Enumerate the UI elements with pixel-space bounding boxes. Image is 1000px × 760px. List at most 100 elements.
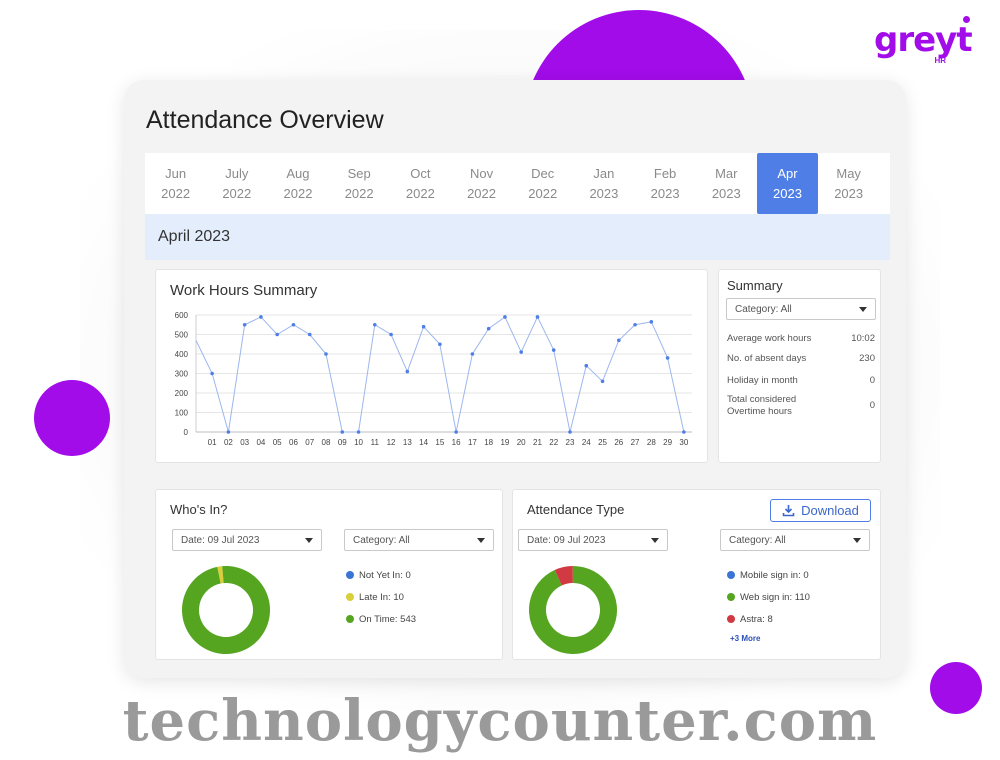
x-tick-label: 19 — [500, 438, 509, 447]
logo-text: greyt — [874, 20, 973, 60]
whos-in-category-dropdown[interactable]: Category: All — [344, 529, 494, 551]
month-tab-month: Mar — [715, 165, 738, 181]
data-point — [421, 324, 426, 329]
attendance-category-dropdown[interactable]: Category: All — [720, 529, 870, 551]
legend-dot — [346, 571, 354, 579]
legend-label: Web sign in: 110 — [740, 591, 810, 603]
y-tick-label: 200 — [175, 389, 189, 398]
data-point — [551, 348, 556, 352]
month-tab-year: 2022 — [222, 185, 252, 201]
chevron-down-icon — [477, 537, 485, 543]
month-tab-year: 2022 — [161, 185, 191, 201]
x-tick-label: 15 — [435, 438, 444, 447]
x-tick-label: 04 — [256, 438, 265, 447]
whos-in-date-value: Date: 09 Jul 2023 — [181, 534, 260, 546]
data-point — [600, 379, 605, 384]
data-point — [259, 315, 263, 319]
data-point — [340, 430, 345, 434]
month-tab-nov-2022[interactable]: Nov 2022 — [451, 153, 512, 214]
download-icon — [782, 505, 795, 517]
attendance-card: Attendance Overview Jun 2022 July 2022 Aug 20… — [124, 80, 906, 678]
legend-item: On Time: 543 — [346, 608, 416, 630]
month-tab-year: 2022 — [528, 185, 558, 201]
work-hours-chart: 0 100 200 300 400 500 600 01 02 03 04 05 06 07 08 09 10 1… — [175, 311, 692, 447]
x-tick-label: 22 — [549, 438, 558, 447]
data-point — [617, 338, 621, 343]
chevron-down-icon — [859, 306, 867, 312]
month-tab-aug-2022[interactable]: Aug 2022 — [267, 153, 328, 214]
data-point — [584, 363, 589, 368]
selected-month-label: April 2023 — [158, 228, 231, 245]
x-tick-label: 17 — [468, 438, 477, 447]
x-tick-label: 21 — [533, 438, 542, 447]
month-tab-may-2023[interactable]: May 2023 — [818, 153, 879, 214]
month-tab-apr-2023[interactable]: Apr 2023 — [756, 153, 819, 214]
month-tab-year: 2023 — [589, 185, 619, 201]
x-tick-label: 27 — [631, 438, 640, 447]
legend-label: Astra: 8 — [740, 613, 773, 625]
month-tab-year: 2022 — [405, 185, 435, 201]
whos-in-panel: Who's In? Date: 09 Jul 2023 Category: Al… — [155, 489, 503, 660]
summary-row: Total considered Overtime hours 0 — [727, 394, 875, 418]
x-tick-label: 11 — [371, 438, 380, 447]
legend-label: Not Yet In: 0 — [359, 569, 411, 581]
month-tab-month: Jan — [593, 165, 615, 181]
x-tick-label: 09 — [338, 438, 347, 447]
summary-category-value: Category: All — [735, 303, 792, 315]
legend-dot — [346, 615, 354, 623]
month-tab-month: Sep — [347, 165, 371, 181]
data-point — [307, 332, 312, 337]
month-tab-feb-2023[interactable]: Feb 2023 — [635, 153, 696, 214]
data-point — [324, 352, 328, 356]
data-point — [454, 430, 458, 434]
page-title: Attendance Overview — [146, 106, 384, 134]
data-point — [649, 320, 654, 324]
chevron-down-icon — [651, 537, 659, 543]
whos-in-category-value: Category: All — [353, 534, 410, 546]
legend-label: On Time: 543 — [359, 613, 417, 625]
legend-dot — [346, 593, 354, 601]
x-tick-label: 13 — [403, 438, 412, 447]
x-tick-label: 16 — [452, 438, 461, 447]
legend-label: Mobile sign in: 0 — [740, 569, 809, 581]
legend-dot — [727, 615, 735, 623]
data-point — [291, 322, 296, 327]
month-tab-month: Aug — [286, 165, 310, 181]
month-tab-month: July — [225, 165, 249, 181]
x-tick-label: 30 — [679, 438, 688, 447]
x-tick-label: 05 — [273, 438, 282, 447]
data-point — [373, 322, 377, 327]
summary-row-label: Holiday in month — [727, 375, 798, 386]
month-tab-jun-2022[interactable]: Jun 2022 — [145, 153, 206, 214]
summary-row-label: Average work hours — [727, 333, 812, 344]
data-point — [665, 356, 670, 360]
y-tick-label: 0 — [184, 428, 189, 437]
logo-sub: HR — [934, 56, 946, 65]
month-tab-jan-2023[interactable]: Jan 2023 — [573, 153, 634, 214]
month-tab-july-2022[interactable]: July 2022 — [206, 153, 267, 214]
donut-slice — [529, 566, 617, 654]
more-link[interactable]: +3 More — [730, 634, 761, 643]
legend-item: Mobile sign in: 0 — [727, 564, 810, 586]
whos-in-date-dropdown[interactable]: Date: 09 Jul 2023 — [172, 529, 322, 551]
summary-row-value: 0 — [869, 375, 875, 386]
attendance-date-dropdown[interactable]: Date: 09 Jul 2023 — [518, 529, 668, 551]
month-tab-dec-2022[interactable]: Dec 2022 — [512, 153, 573, 214]
x-tick-label: 20 — [517, 438, 526, 447]
x-tick-label: 24 — [582, 438, 591, 447]
x-tick-label: 18 — [484, 438, 493, 447]
month-tab-mar-2023[interactable]: Mar 2023 — [696, 153, 757, 214]
month-tab-year: 2022 — [283, 185, 313, 201]
decorative-circle-right — [930, 662, 982, 714]
download-button[interactable]: Download — [770, 499, 871, 522]
month-tab-year: 2023 — [773, 185, 802, 201]
summary-category-dropdown[interactable]: Category: All — [726, 298, 876, 320]
month-tab-oct-2022[interactable]: Oct 2022 — [390, 153, 451, 214]
summary-panel: Summary Category: All Average work hours… — [718, 269, 881, 463]
data-point — [210, 371, 214, 376]
month-tab-sep-2022[interactable]: Sep 2022 — [329, 153, 390, 214]
data-point — [470, 352, 475, 356]
work-hours-title: Work Hours Summary — [170, 282, 318, 299]
month-tab-month: Feb — [653, 165, 677, 181]
month-selector: Jun 2022 July 2022 Aug 2022 Sep 2022 Oct 2022 Nov 2… — [145, 153, 890, 214]
